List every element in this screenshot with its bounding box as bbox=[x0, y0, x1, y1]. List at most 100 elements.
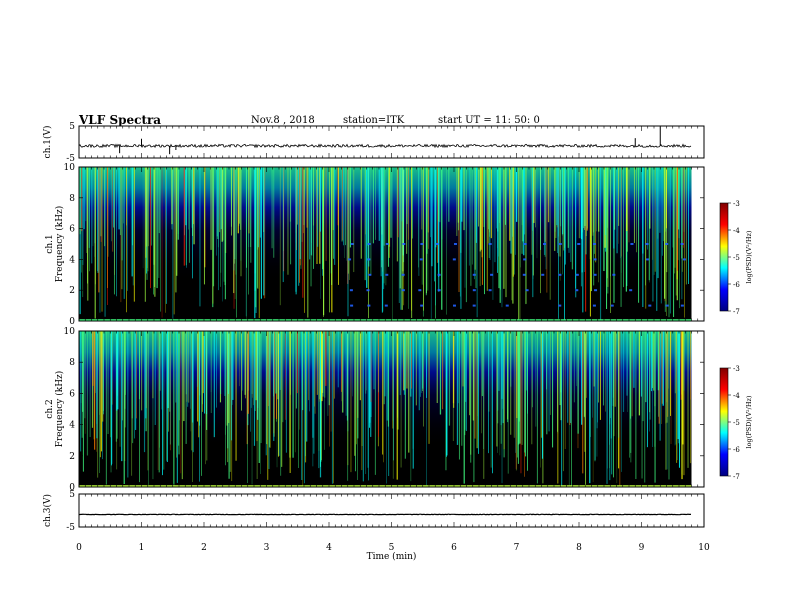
spectrogram-tone-dot bbox=[490, 273, 494, 276]
colorbar-tick-label: -6 bbox=[733, 446, 740, 454]
colorbar-2: -3 -4 -5 -6 -7 log(PSD)(V²/Hz) bbox=[719, 365, 753, 481]
waveform-trace bbox=[78, 513, 692, 516]
spectrogram-panel-1 bbox=[79, 167, 692, 321]
spectrogram-tone-dot bbox=[367, 258, 371, 261]
spectrogram-tone-dot bbox=[523, 258, 527, 261]
spectrogram-tone-dot bbox=[523, 243, 527, 245]
spectrogram-tone-dot bbox=[577, 243, 581, 245]
y-tick-label: -5 bbox=[66, 154, 75, 164]
spectrogram-tone-dot bbox=[665, 304, 669, 307]
spectrogram-tone-dot bbox=[452, 258, 456, 261]
spectrogram-tone-dot bbox=[419, 258, 423, 261]
spectrogram-tone-dot bbox=[349, 289, 353, 292]
colorbar-tick-label: -4 bbox=[733, 392, 740, 400]
spectrogram-tone-dot bbox=[472, 289, 476, 292]
y-axis-label-line: Frequency (kHz) bbox=[54, 206, 65, 283]
waveform-trace bbox=[78, 143, 692, 149]
y-axis-label: ch.1 Frequency (kHz) bbox=[45, 206, 65, 283]
y-tick-label: 10 bbox=[64, 327, 76, 337]
spectrogram-tone-dot bbox=[453, 243, 457, 245]
spectrogram-tone-dot bbox=[592, 304, 596, 307]
spectrogram-tone-dot bbox=[418, 289, 422, 292]
y-tick-label: 4 bbox=[69, 421, 75, 431]
y-tick-label: -5 bbox=[66, 523, 75, 533]
spectrogram-tone-dot bbox=[575, 273, 579, 276]
spectrogram-tone-dot bbox=[648, 304, 652, 307]
figure-station: station=ITK bbox=[343, 115, 405, 126]
waveform-panel-3 bbox=[78, 513, 692, 516]
colorbar-tick-label: -7 bbox=[733, 308, 740, 316]
colorbar-tick-label: -5 bbox=[733, 254, 740, 262]
spectrogram-tone-dot bbox=[367, 304, 371, 307]
spectrogram-tone-dot bbox=[488, 289, 492, 292]
spectrogram-tone-dot bbox=[368, 273, 372, 276]
colorbar-tick-label: -3 bbox=[733, 200, 740, 208]
x-tick-label: 6 bbox=[451, 543, 457, 553]
x-axis-label: Time (min) bbox=[367, 551, 417, 562]
spectrogram-tone-dot bbox=[645, 243, 649, 245]
colorbar-tick-label: -6 bbox=[733, 281, 740, 289]
spectrogram-tone-dot bbox=[610, 304, 614, 307]
spectrogram-tone-dot bbox=[525, 289, 529, 292]
y-axis-label-line: ch.1 bbox=[45, 234, 55, 253]
colorbar-label: log(PSD)(V²/Hz) bbox=[745, 395, 753, 448]
spectrogram-tone-dot bbox=[420, 243, 424, 245]
x-tick-label: 7 bbox=[514, 543, 520, 553]
y-tick-label: 0 bbox=[69, 317, 75, 327]
x-tick-label: 3 bbox=[264, 543, 270, 553]
spectrogram-tone-dot bbox=[401, 289, 405, 292]
waveform-panel-0 bbox=[78, 126, 692, 155]
y-tick-label: 8 bbox=[69, 194, 75, 204]
spectrogram-tone-dot bbox=[420, 304, 424, 307]
colorbar-tick-label: -7 bbox=[733, 473, 740, 481]
y-tick-label: 2 bbox=[69, 452, 75, 462]
y-tick-label: 5 bbox=[69, 490, 75, 500]
figure-start-time: start UT = 11: 50: 0 bbox=[438, 115, 540, 126]
spectrogram-tone-dot bbox=[437, 289, 441, 292]
spectrogram-tone-dot bbox=[558, 243, 562, 245]
spectrogram-tone-dot bbox=[522, 273, 526, 276]
y-tick-label: 8 bbox=[69, 358, 75, 368]
y-tick-label: 4 bbox=[69, 255, 75, 265]
spectrogram-tone-dot bbox=[472, 304, 476, 307]
y-tick-label: 2 bbox=[69, 286, 75, 296]
y-axis-label: ch.1(V) bbox=[42, 126, 53, 159]
spectrogram-tone-dot bbox=[680, 304, 684, 307]
spectrogram-tone-dot bbox=[367, 243, 371, 245]
spectrogram-tone-dot bbox=[682, 258, 686, 261]
axes-panel-0: 5 -5 ch.1(V) bbox=[42, 122, 705, 164]
spectrogram-tone-dot bbox=[629, 289, 633, 292]
spectrogram-tone-dot bbox=[350, 243, 354, 245]
spectrogram-tone-dot bbox=[472, 273, 476, 276]
colorbar-tick-label: -4 bbox=[733, 227, 740, 235]
colorbar-tick-label: -5 bbox=[733, 419, 740, 427]
y-tick-label: 6 bbox=[69, 389, 75, 399]
spectrogram-tone-dot bbox=[593, 273, 597, 276]
spectrogram-tone-dot bbox=[543, 243, 547, 245]
spectrogram-tone-dot bbox=[558, 304, 562, 307]
spectrogram-tone-dot bbox=[593, 258, 597, 261]
x-tick-label: 4 bbox=[326, 543, 332, 553]
y-axis-label: ch.3(V) bbox=[42, 494, 53, 527]
spectrogram-tone-dot bbox=[435, 243, 439, 245]
spectrogram-noise-band bbox=[79, 167, 692, 283]
spectrogram-tone-dot bbox=[630, 243, 634, 245]
spectrogram-tone-dot bbox=[350, 304, 354, 307]
x-tick-label: 2 bbox=[201, 543, 207, 553]
spectrogram-tone-dot bbox=[488, 243, 492, 245]
figure-title: VLF Spectra bbox=[79, 113, 162, 127]
spectrogram-tone-dot bbox=[558, 273, 562, 276]
spectrogram-tone-dot bbox=[646, 258, 650, 261]
y-tick-label: 0 bbox=[69, 483, 75, 493]
spectrogram-tone-dot bbox=[348, 258, 352, 261]
x-tick-label: 5 bbox=[389, 543, 395, 553]
spectrogram-tone-dot bbox=[402, 243, 406, 245]
spectrogram-tone-dot bbox=[594, 289, 598, 292]
spectrogram-tone-dot bbox=[385, 243, 389, 245]
spectrogram-tone-dot bbox=[437, 273, 441, 276]
x-tick-label: 10 bbox=[698, 543, 710, 553]
colorbar-gradient bbox=[719, 367, 729, 477]
x-axis: 0 1 2 3 4 5 6 7 8 9 10 Time (min) bbox=[76, 543, 710, 562]
